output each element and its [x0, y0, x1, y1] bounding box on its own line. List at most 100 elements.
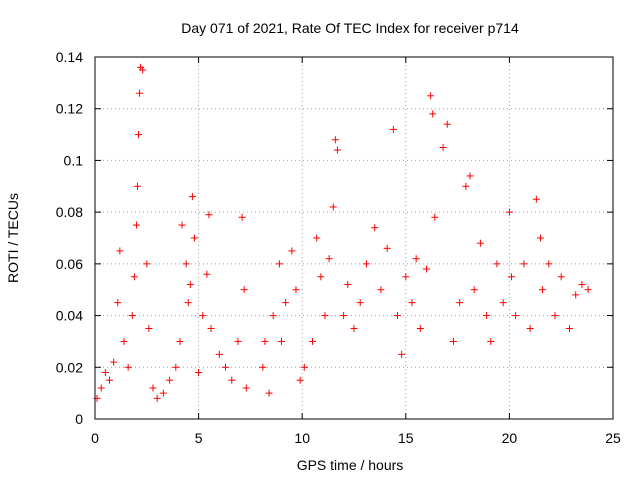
- x-tick-label: 0: [91, 430, 99, 446]
- data-point: [565, 325, 573, 332]
- data-point: [333, 146, 341, 154]
- data-point: [275, 260, 283, 268]
- data-point: [584, 286, 592, 294]
- x-tick-labels: 0 5 10 15 20 25: [91, 430, 621, 446]
- data-point: [149, 384, 157, 392]
- data-point: [153, 394, 161, 402]
- data-point: [356, 299, 364, 307]
- y-tick-label: 0: [75, 411, 83, 427]
- data-point: [362, 260, 370, 268]
- data-point: [483, 312, 491, 320]
- data-point: [136, 89, 144, 97]
- data-point: [466, 172, 474, 180]
- data-point: [545, 260, 553, 268]
- data-point: [512, 312, 520, 320]
- data-point: [195, 368, 203, 376]
- data-point: [110, 358, 118, 366]
- data-point: [412, 255, 420, 263]
- data-point: [389, 125, 397, 133]
- data-point: [402, 273, 410, 281]
- data-point: [282, 299, 290, 307]
- x-tick-label: 25: [605, 430, 621, 446]
- data-point: [222, 363, 230, 371]
- data-point: [300, 363, 308, 371]
- data-point: [371, 224, 379, 232]
- data-point: [259, 363, 267, 371]
- data-point: [203, 270, 211, 278]
- data-point: [176, 337, 184, 345]
- data-point: [520, 260, 528, 268]
- data-point: [487, 337, 495, 345]
- data-point: [205, 211, 213, 219]
- data-point: [325, 255, 333, 263]
- data-point: [431, 213, 439, 221]
- data-point: [416, 325, 424, 332]
- data-point: [394, 312, 402, 320]
- data-point: [97, 384, 105, 392]
- y-axis-label: ROTI / TECUs: [5, 193, 21, 283]
- data-point: [240, 286, 248, 294]
- data-point: [178, 221, 186, 229]
- data-point: [443, 120, 451, 128]
- data-point: [184, 299, 192, 307]
- data-point: [238, 213, 246, 221]
- data-point: [228, 376, 236, 384]
- data-point: [139, 66, 147, 74]
- data-point: [439, 144, 447, 151]
- data-point: [578, 281, 586, 289]
- data-point: [507, 273, 515, 281]
- data-point: [172, 363, 180, 371]
- data-point: [572, 291, 580, 299]
- data-point: [120, 337, 128, 345]
- data-point: [456, 299, 464, 307]
- data-point: [309, 337, 317, 345]
- x-tick-label: 5: [195, 430, 203, 446]
- data-point: [114, 299, 122, 307]
- y-tick-label: 0.06: [56, 256, 83, 272]
- data-point: [124, 363, 132, 371]
- data-point: [551, 312, 559, 320]
- data-point: [106, 376, 114, 384]
- data-point: [313, 234, 321, 242]
- y-tick-label: 0.02: [56, 359, 83, 375]
- data-point: [215, 350, 223, 358]
- data-points: [93, 63, 592, 402]
- data-point: [101, 368, 109, 376]
- data-point: [242, 384, 250, 392]
- data-point: [277, 337, 285, 345]
- data-point: [329, 203, 337, 211]
- data-point: [557, 273, 565, 281]
- y-tick-label: 0.1: [64, 152, 84, 168]
- data-point: [116, 247, 124, 255]
- grid-layer: [95, 57, 613, 419]
- data-point: [493, 260, 501, 268]
- data-point: [234, 337, 242, 345]
- data-point: [539, 286, 547, 294]
- data-point: [130, 273, 138, 281]
- data-point: [296, 376, 304, 384]
- plot-frame: [94, 56, 614, 420]
- data-point: [265, 389, 273, 397]
- data-point: [331, 136, 339, 144]
- data-point: [317, 273, 325, 281]
- data-point: [292, 286, 300, 294]
- data-point: [377, 286, 385, 294]
- y-tick-label: 0.08: [56, 204, 83, 220]
- data-point: [143, 260, 151, 268]
- data-point: [423, 265, 431, 273]
- data-point: [499, 299, 507, 307]
- data-point: [132, 221, 140, 229]
- data-point: [526, 325, 534, 332]
- data-point: [398, 350, 406, 358]
- data-point: [429, 110, 437, 118]
- x-tick-label: 10: [294, 430, 310, 446]
- data-point: [269, 312, 277, 320]
- data-point: [186, 281, 194, 289]
- data-point: [505, 208, 513, 216]
- y-tick-label: 0.14: [56, 49, 83, 65]
- data-point: [190, 234, 198, 242]
- y-tick-label: 0.04: [56, 308, 83, 324]
- data-point: [207, 325, 215, 332]
